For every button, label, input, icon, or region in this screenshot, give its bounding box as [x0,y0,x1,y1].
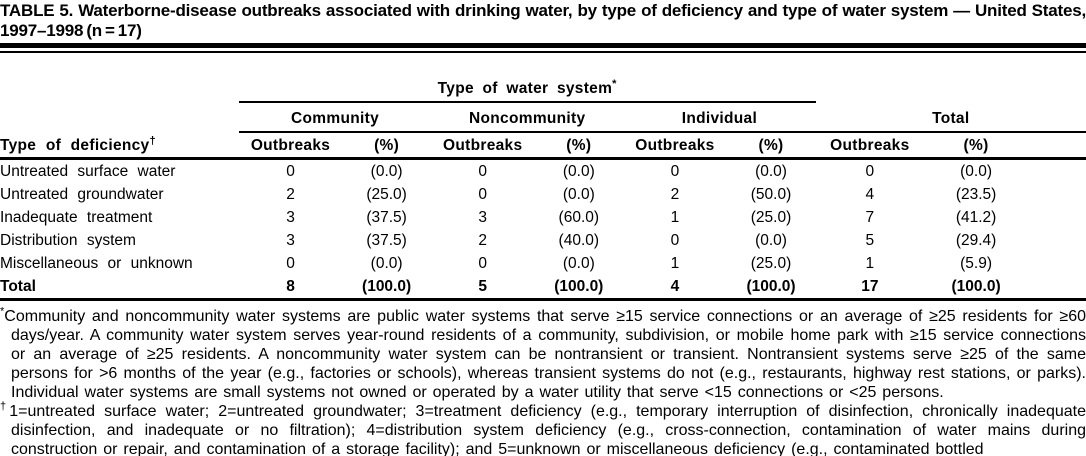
value-cell: 3 [286,209,295,226]
outbreaks-table: Type of water system* Community Noncommu… [0,68,1086,301]
table-row: Untreated surface water 0 (0.0) 0 (0.0) … [0,159,1086,184]
col-header-total-outbreaks: Outbreaks [815,132,925,160]
value-cell: (100.0) [342,275,432,301]
value-cell: (100.0) [924,275,1086,301]
deficiency-footnote-marker: † [149,134,156,147]
value-cell: 2 [478,232,488,249]
value-cell: 1 [670,209,680,226]
water-system-spanner: Type of water system* [238,68,816,103]
value-cell: (0.0) [562,255,595,272]
value-cell: 2 [286,186,295,203]
value-cell: (0.0) [960,163,992,180]
table-row: Untreated groundwater 2 (25.0) 0 (0.0) 2… [0,183,1086,206]
deficiency-cell: Total [0,275,239,301]
value-cell: 1 [670,255,680,272]
group-header-row: Community Noncommunity Individual Total [0,102,1086,133]
value-cell: (5.9) [960,255,992,272]
title-rule-thin [0,51,1086,53]
value-cell: (0.0) [370,255,403,272]
table-row-total: Total 8 (100.0) 5 (100.0) 4 (100.0) 17 (… [0,275,1086,301]
footnote-water-system-text: Community and noncommunity water systems… [4,308,1086,401]
value-cell: (41.2) [955,209,997,226]
value-cell: 0 [865,163,875,180]
value-cell: (100.0) [534,275,624,301]
type-of-deficiency-label: Type of deficiency [0,137,150,154]
col-header-noncommunity-pct: (%) [534,132,624,160]
value-cell: (37.5) [366,232,407,249]
col-header-total-pct: (%) [924,132,1086,160]
footnotes-section: *Community and noncommunity water system… [0,305,1086,456]
value-cell: 0 [286,163,295,180]
value-cell: (60.0) [558,209,600,226]
deficiency-cell: Miscellaneous or unknown [0,255,193,272]
footnote-deficiency: †1=untreated surface water; 2=untreated … [0,400,1086,456]
footnote-water-system: *Community and noncommunity water system… [0,305,1086,402]
group-blank-cell [0,102,239,132]
value-cell: (100.0) [726,275,816,301]
col-group-total: Total [815,102,1086,133]
value-cell: (0.0) [370,163,403,180]
spanner-header-row: Type of water system* [0,68,1086,103]
deficiency-cell: Distribution system [0,232,136,249]
table-title: TABLE 5. Waterborne-disease outbreaks as… [0,1,1086,40]
col-group-individual: Individual [623,102,816,133]
spanner-blank-cell [0,68,239,102]
value-cell: 5 [431,275,535,301]
col-header-community-outbreaks: Outbreaks [238,132,343,160]
value-cell: (25.0) [750,209,792,226]
value-cell: (0.0) [755,163,787,180]
col-group-community: Community [238,102,432,133]
value-cell: (37.5) [366,209,407,226]
value-cell: (50.0) [750,186,792,203]
value-cell: 0 [286,255,295,272]
value-cell: 5 [865,232,875,249]
value-cell: 4 [865,186,875,203]
value-cell: 0 [670,232,680,249]
value-cell: 0 [478,163,488,180]
value-cell: (0.0) [755,232,787,249]
table-row: Distribution system 3 (37.5) 2 (40.0) 0 … [0,229,1086,252]
value-cell: (0.0) [562,163,595,180]
col-header-individual-pct: (%) [726,132,816,160]
value-cell: 2 [670,186,680,203]
col-header-noncommunity-outbreaks: Outbreaks [431,132,535,160]
deficiency-cell: Inadequate treatment [0,209,153,226]
spanner-blank-cell-right [816,68,1086,102]
value-cell: 0 [478,186,488,203]
footnote-marker-dagger: † [0,400,10,413]
value-cell: (29.4) [955,232,997,249]
value-cell: (0.0) [562,186,595,203]
value-cell: 1 [865,255,875,272]
deficiency-cell: Untreated surface water [0,163,176,180]
water-system-spanner-label: Type of water system [437,80,613,97]
table-row: Miscellaneous or unknown 0 (0.0) 0 (0.0)… [0,252,1086,275]
value-cell: 7 [865,209,875,226]
deficiency-cell: Untreated groundwater [0,186,164,203]
value-cell: (40.0) [558,232,600,249]
col-header-type-of-deficiency: Type of deficiency† [0,132,239,160]
title-rule-thick [0,43,1086,48]
footnote-marker-asterisk: * [0,305,5,318]
value-cell: (23.5) [955,186,997,203]
col-header-community-pct: (%) [342,132,432,160]
value-cell: 8 [238,275,343,301]
col-header-individual-outbreaks: Outbreaks [623,132,727,160]
value-cell: (25.0) [750,255,792,272]
column-header-row: Type of deficiency† Outbreaks (%) Outbre… [0,132,1086,160]
value-cell: 0 [478,255,488,272]
table-row: Inadequate treatment 3 (37.5) 3 (60.0) 1… [0,206,1086,229]
value-cell: 4 [623,275,727,301]
value-cell: (25.0) [366,186,407,203]
footnote-deficiency-text: 1=untreated surface water; 2=untreated g… [9,403,1086,456]
value-cell: 0 [670,163,680,180]
value-cell: 17 [815,275,925,301]
col-group-noncommunity: Noncommunity [431,102,624,133]
water-system-footnote-marker: * [612,77,617,90]
value-cell: 3 [286,232,295,249]
value-cell: 3 [478,209,488,226]
